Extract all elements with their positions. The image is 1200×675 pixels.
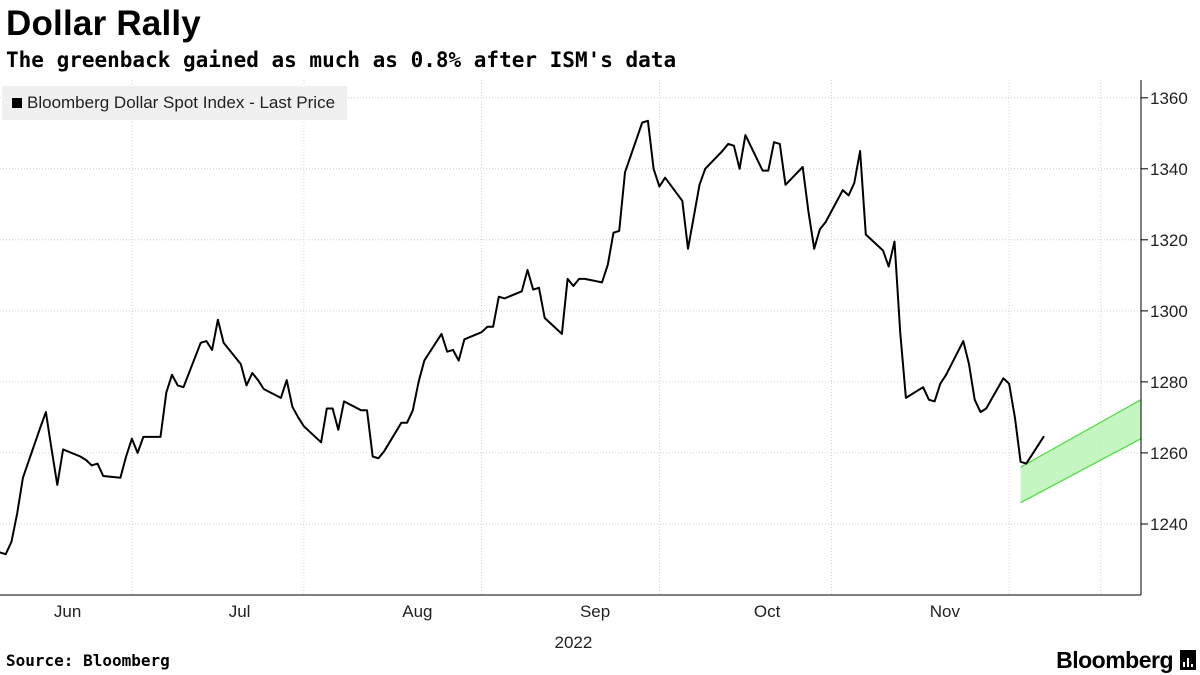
- grid-layer: [0, 80, 1141, 595]
- x-tick-label: Nov: [930, 602, 961, 621]
- y-tick-label: 1340: [1150, 160, 1188, 179]
- bloomberg-terminal-icon: [1180, 650, 1196, 670]
- y-tick-label: 1360: [1150, 89, 1188, 108]
- trend-channel-fill: [1020, 399, 1141, 503]
- trend-channel-lower: [1020, 438, 1142, 504]
- x-tick-label: Jun: [54, 602, 81, 621]
- y-tick-label: 1280: [1150, 373, 1188, 392]
- trend-channel-upper: [1020, 399, 1142, 468]
- y-tick-label: 1240: [1150, 515, 1188, 534]
- x-year-label: 2022: [554, 633, 592, 652]
- y-tick-label: 1300: [1150, 302, 1188, 321]
- brand-logo: Bloomberg: [1056, 645, 1196, 675]
- chart-legend: Bloomberg Dollar Spot Index - Last Price: [2, 86, 348, 120]
- legend-swatch: [12, 98, 22, 108]
- chart-title: Dollar Rally: [6, 4, 201, 43]
- x-tick-label: Sep: [580, 602, 610, 621]
- legend-entry-label: Bloomberg Dollar Spot Index - Last Price: [27, 93, 336, 112]
- series-line-dollar-index: [0, 119, 1045, 556]
- axis-layer: 1240 1260 1280 1300 1320 1340 1360 Jun Jul Aug Sep…: [0, 80, 1188, 652]
- x-tick-label: Oct: [754, 602, 781, 621]
- x-tick-label: Jul: [229, 602, 251, 621]
- series-layer: [0, 119, 1045, 556]
- y-tick-label: 1320: [1150, 231, 1188, 250]
- y-tick-label: 1260: [1150, 444, 1188, 463]
- x-tick-label: Aug: [402, 602, 432, 621]
- trend-channel: [1020, 399, 1142, 504]
- source-note: Source: Bloomberg: [6, 651, 170, 670]
- brand-name: Bloomberg: [1056, 647, 1173, 673]
- chart-subtitle: The greenback gained as much as 0.8% aft…: [6, 48, 677, 72]
